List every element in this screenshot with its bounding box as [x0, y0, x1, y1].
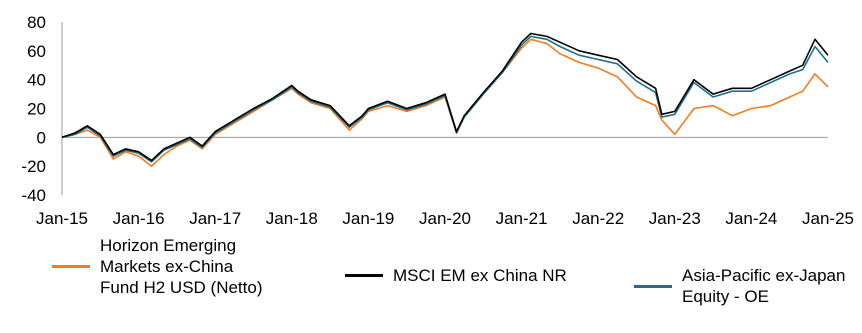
- x-tick-label: Jan-16: [113, 209, 165, 228]
- y-tick-label: -40: [21, 186, 46, 205]
- x-tick-label: Jan-25: [802, 209, 854, 228]
- y-tick-label: 80: [27, 13, 46, 32]
- x-tick-label: Jan-22: [572, 209, 624, 228]
- legend-item-asia-pacific: Asia-Pacific ex-Japan Equity - OE: [634, 265, 847, 307]
- x-axis: Jan-15 Jan-16 Jan-17 Jan-18 Jan-19 Jan-20 Jan-…: [36, 209, 854, 228]
- y-axis: -40 -20 0 20 40 60 80: [21, 13, 828, 205]
- y-tick-label: 40: [27, 71, 46, 90]
- legend-swatch-horizon: [52, 265, 90, 268]
- series-line-0: [61, 38, 829, 167]
- series-line-2: [61, 35, 829, 163]
- x-tick-label: Jan-24: [725, 209, 777, 228]
- legend-item-msci: MSCI EM ex China NR: [345, 265, 588, 286]
- x-tick-label: Jan-15: [36, 209, 88, 228]
- x-tick-label: Jan-20: [419, 209, 471, 228]
- x-tick-label: Jan-21: [496, 209, 548, 228]
- x-tick-label: Jan-17: [189, 209, 241, 228]
- legend-swatch-asia-pacific: [634, 284, 672, 288]
- legend-swatch-msci: [345, 274, 383, 277]
- y-tick-label: 20: [27, 100, 46, 119]
- y-tick-label: 0: [37, 128, 46, 147]
- x-tick-label: Jan-19: [342, 209, 394, 228]
- legend: Horizon Emerging Markets ex-China Fund H…: [0, 231, 862, 331]
- y-tick-label: 60: [27, 42, 46, 61]
- legend-label-asia-pacific: Asia-Pacific ex-Japan Equity - OE: [682, 266, 846, 306]
- line-chart: -40 -20 0 20 40 60 80 Jan-15 Jan-16 Jan-17 Jan-18…: [21, 13, 854, 228]
- series-line-1: [61, 32, 829, 162]
- x-tick-label: Jan-23: [649, 209, 701, 228]
- x-tick-label: Jan-18: [266, 209, 318, 228]
- legend-item-horizon: Horizon Emerging Markets ex-China Fund H…: [52, 235, 275, 298]
- legend-label-horizon: Horizon Emerging Markets ex-China Fund H…: [100, 236, 263, 297]
- legend-label-msci: MSCI EM ex China NR: [393, 266, 567, 285]
- plot-lines: [61, 32, 829, 167]
- y-tick-label: -20: [21, 157, 46, 176]
